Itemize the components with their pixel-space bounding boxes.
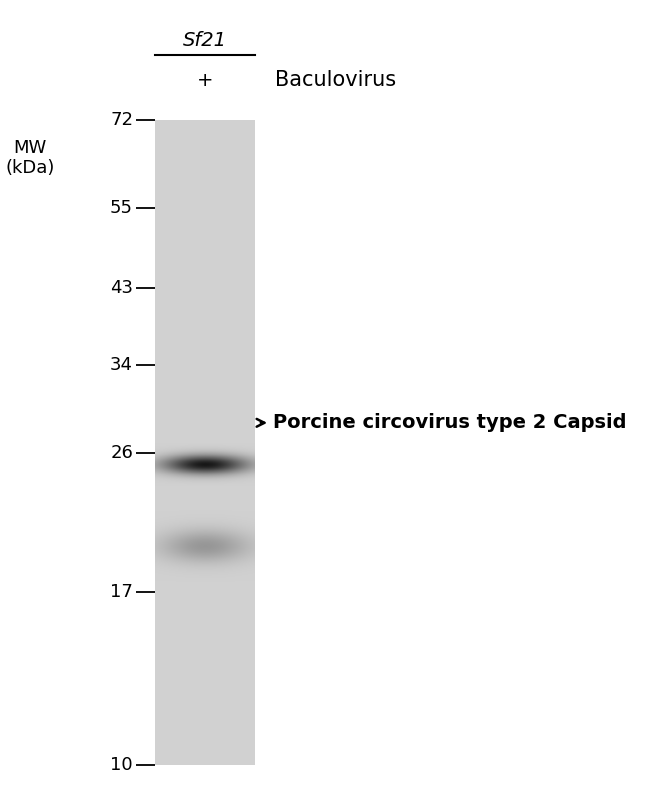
Text: (kDa): (kDa) [5,159,55,177]
Text: 43: 43 [110,279,133,297]
Bar [155,120,255,765]
Text: Baculovirus: Baculovirus [275,70,396,90]
Text: MW: MW [14,139,47,157]
Text: 10: 10 [111,756,133,774]
Text: 72: 72 [110,111,133,129]
Text: Sf21: Sf21 [183,31,227,50]
Text: 55: 55 [110,199,133,217]
Text: 17: 17 [110,583,133,600]
Text: 34: 34 [110,356,133,374]
Text: Porcine circovirus type 2 Capsid: Porcine circovirus type 2 Capsid [273,414,627,433]
Text: +: + [197,70,213,89]
Text: 26: 26 [110,444,133,462]
